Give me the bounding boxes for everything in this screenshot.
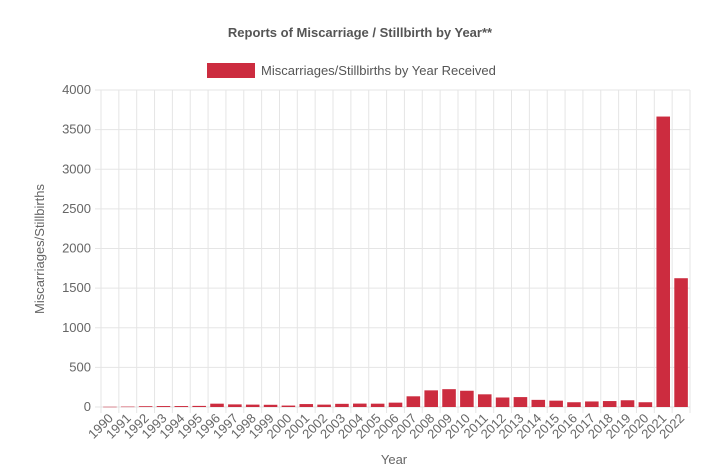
bar-2016[interactable] — [567, 402, 581, 407]
y-tick-label: 1500 — [62, 280, 91, 295]
x-axis-title: Year — [381, 452, 408, 467]
bar-2001[interactable] — [299, 404, 314, 407]
y-axis-ticks: 0 500 1000 1500 2000 2500 3000 3500 4000 — [62, 82, 91, 414]
bar-2013[interactable] — [513, 397, 528, 407]
bar-1990[interactable] — [103, 406, 117, 408]
bar-2022[interactable] — [674, 278, 688, 407]
bar-2002[interactable] — [317, 404, 331, 407]
bar-1993[interactable] — [156, 406, 171, 407]
bar-2015[interactable] — [549, 400, 563, 407]
bar-1999[interactable] — [263, 404, 278, 407]
bar-1994[interactable] — [174, 406, 189, 407]
bar-2009[interactable] — [442, 389, 456, 407]
bar-2021[interactable] — [656, 116, 671, 407]
chart-title: Reports of Miscarriage / Stillbirth by Y… — [228, 25, 493, 40]
y-tick-label: 2000 — [62, 241, 91, 256]
bar-2020[interactable] — [638, 402, 653, 407]
bar-2018[interactable] — [602, 401, 617, 407]
legend-label: Miscarriages/Stillbirths by Year Receive… — [261, 63, 496, 78]
bar-2005[interactable] — [370, 403, 385, 407]
bar-2008[interactable] — [424, 390, 438, 407]
bar-2019[interactable] — [620, 400, 635, 407]
y-axis-title: Miscarriages/Stillbirths — [32, 183, 47, 314]
y-tick-label: 1000 — [62, 320, 91, 335]
legend[interactable]: Miscarriages/Stillbirths by Year Receive… — [207, 63, 496, 78]
y-tick-label: 3500 — [62, 122, 91, 137]
bar-1995[interactable] — [192, 405, 206, 407]
bar-1991[interactable] — [120, 406, 135, 408]
bar-2006[interactable] — [388, 402, 403, 407]
gridlines — [95, 89, 691, 413]
x-axis-ticks: 1990199119921993199419951996199719981999… — [85, 411, 687, 442]
bar-2004[interactable] — [353, 403, 367, 407]
y-tick-label: 2500 — [62, 201, 91, 216]
y-tick-label: 4000 — [62, 82, 91, 97]
bar-2017[interactable] — [585, 401, 599, 407]
bar-2003[interactable] — [335, 403, 349, 407]
y-tick-label: 500 — [69, 359, 91, 374]
bar-2014[interactable] — [531, 399, 546, 407]
bar-1996[interactable] — [210, 403, 224, 407]
bar-1992[interactable] — [138, 406, 153, 407]
bar-1997[interactable] — [228, 404, 242, 407]
bars — [103, 116, 688, 408]
bar-2007[interactable] — [406, 396, 421, 407]
bar-2010[interactable] — [460, 390, 474, 407]
y-tick-label: 3000 — [62, 161, 91, 176]
legend-swatch — [207, 63, 255, 78]
bar-2012[interactable] — [495, 397, 510, 407]
bar-2011[interactable] — [477, 394, 492, 407]
bar-2000[interactable] — [281, 405, 296, 407]
y-tick-label: 0 — [84, 399, 91, 414]
bar-1998[interactable] — [245, 404, 260, 407]
